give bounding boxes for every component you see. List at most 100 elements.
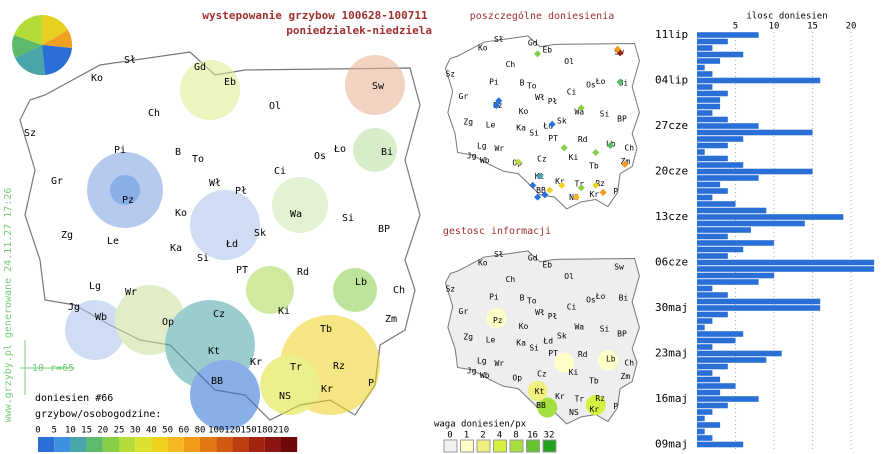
region-label: Pi (114, 145, 126, 156)
bar (697, 227, 751, 233)
bar (697, 142, 728, 149)
region-label: Sł (494, 250, 504, 259)
legend-label: 10 (65, 426, 76, 436)
region-label: Ol (564, 57, 574, 66)
bar (697, 305, 821, 311)
bar (697, 220, 805, 227)
weight-label: 1 (464, 431, 469, 441)
region-label: Pi (489, 78, 499, 87)
bar (697, 129, 813, 136)
scale-note: 10 r=65 (32, 363, 74, 374)
region-label: Lb (355, 277, 367, 288)
weight-swatch (542, 439, 557, 453)
density-spot (537, 397, 558, 418)
bar (697, 370, 713, 376)
report-dot (606, 141, 614, 149)
region-label: Ki (569, 153, 579, 162)
x-axis-label: ilosc doniesien (746, 12, 827, 22)
region-label: Si (529, 343, 539, 352)
bar (697, 389, 721, 396)
region-label: Le (486, 335, 496, 344)
legend-swatch (216, 437, 233, 452)
bar (697, 32, 759, 38)
region-label: P (613, 187, 618, 196)
bar (697, 350, 782, 357)
region-label: Bi (619, 293, 629, 302)
region-label: Wł (535, 308, 545, 317)
region-label: Jg (467, 151, 477, 160)
bar (697, 415, 705, 422)
region-label: Pł (548, 97, 558, 106)
bar (697, 51, 744, 58)
credit: www.grzyby.pl generowane 24.11.27 17:26 (3, 188, 14, 423)
bar (697, 402, 728, 409)
region-label: Bi (619, 78, 629, 87)
region-label: Ki (278, 306, 290, 317)
region-label: Si (197, 253, 209, 264)
bar (697, 253, 728, 259)
region-label: BB (536, 401, 546, 410)
region-label: Lg (477, 356, 487, 365)
region-label: Bi (381, 147, 393, 158)
region-label: Zg (463, 117, 473, 126)
legend-label: 15 (81, 426, 92, 436)
density-title: gestosc informacji (443, 226, 551, 237)
bar (697, 259, 875, 266)
region-label: Ka (516, 339, 526, 348)
y-tick-label: 16maj (655, 392, 688, 405)
region-label: Si (529, 128, 539, 137)
report-dot (534, 50, 542, 58)
region-label: PT (548, 134, 558, 143)
weight-swatch (460, 439, 474, 453)
region-label: Jg (68, 302, 80, 313)
legend-swatch (38, 437, 55, 452)
legend-swatch (151, 437, 168, 452)
region-label: Wa (574, 323, 584, 332)
bar (697, 266, 875, 272)
region-label: Tr (574, 179, 584, 188)
bar (697, 422, 721, 428)
bar (697, 233, 728, 240)
bar (697, 168, 813, 175)
region-label: To (192, 154, 204, 165)
region-label: Zm (385, 314, 397, 325)
bar (697, 90, 728, 97)
region-label: Wr (494, 144, 504, 153)
region-label: Rz (333, 361, 345, 372)
legend-swatch (119, 437, 136, 452)
legend-swatch (248, 437, 265, 452)
region-label: Kr (321, 384, 333, 395)
legend-swatch (135, 437, 152, 452)
weight-label: 32 (544, 431, 555, 441)
legend-swatch (54, 437, 71, 452)
bar (697, 428, 705, 435)
region-label: Eb (542, 46, 552, 55)
region-label: Sz (24, 128, 36, 139)
region-label: Kr (589, 405, 599, 414)
region-label: Ło (333, 144, 346, 155)
region-label: Kr (589, 190, 599, 199)
weight-swatch (476, 439, 491, 453)
y-tick-label: 30maj (655, 301, 688, 314)
report-dot (592, 148, 600, 157)
bar (697, 155, 728, 162)
bar (697, 246, 744, 253)
region-label: Sz (445, 285, 455, 294)
region-label: Wb (95, 312, 107, 323)
region-label: B (520, 293, 525, 302)
bar (697, 409, 713, 415)
region-label: BB (211, 376, 223, 387)
map-outline (444, 35, 640, 210)
region-label: Rd (578, 135, 588, 144)
report-dot (534, 193, 542, 201)
legend-title: grzybow/osobogodzine: (35, 409, 161, 420)
region-label: Pł (548, 312, 558, 321)
region-label: Si (342, 213, 354, 224)
report-dot (560, 144, 568, 152)
bar (697, 103, 721, 110)
legend-label: 210 (273, 426, 289, 436)
region-label: Wł (209, 178, 221, 189)
region-label: Ch (393, 285, 405, 296)
legend-swatch (264, 437, 281, 452)
bar (697, 58, 721, 64)
